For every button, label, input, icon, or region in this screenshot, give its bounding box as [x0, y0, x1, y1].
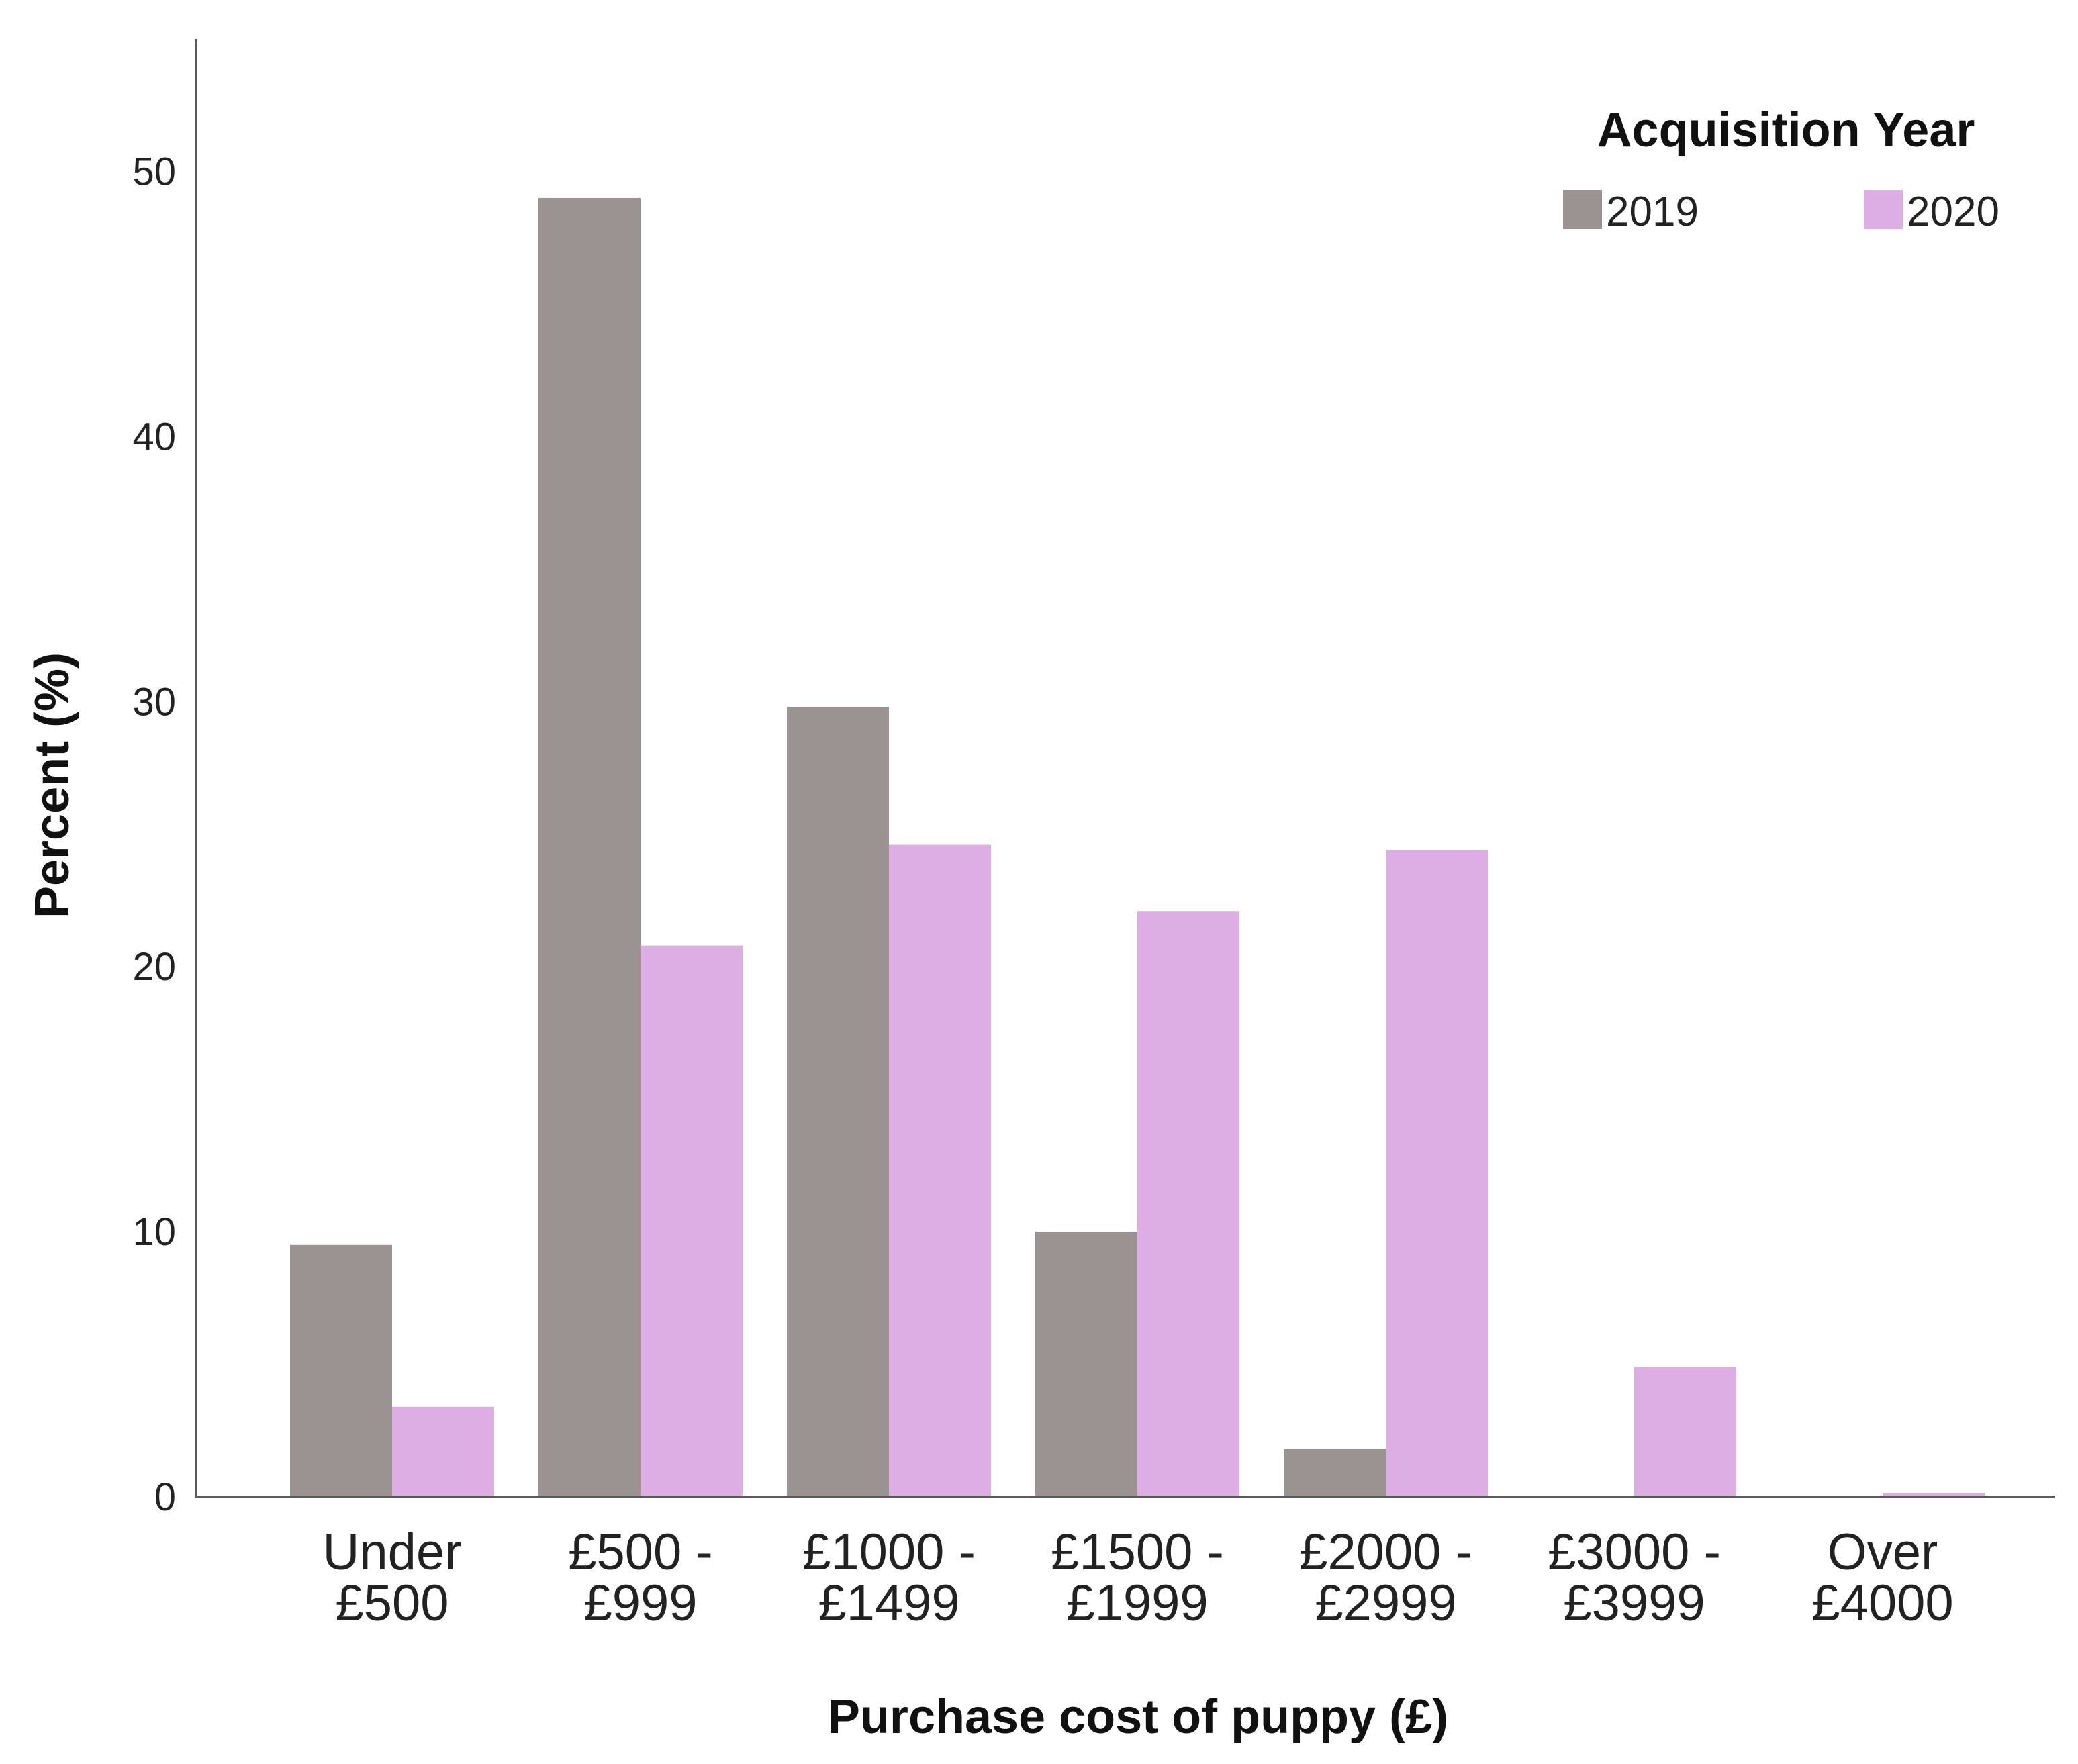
- x-tick-label: £2999: [1315, 1575, 1456, 1632]
- x-tick-label: £4000: [1811, 1575, 1953, 1632]
- x-tick-label: £1499: [818, 1575, 959, 1632]
- x-tick-label: £500 -: [568, 1524, 713, 1581]
- x-tick-label: £1500 -: [1051, 1524, 1224, 1581]
- x-axis-title: Purchase cost of puppy (£): [828, 1690, 1448, 1744]
- legend-swatch-2020: [1864, 190, 1903, 229]
- x-tick-label: £1999: [1066, 1575, 1208, 1632]
- bar-2019-cat-4: [1284, 1449, 1386, 1497]
- bar-2020-cat-5: [1634, 1367, 1736, 1497]
- legend: Acquisition Year 2019 2020: [1563, 103, 1999, 235]
- bar-2020-cat-0: [392, 1406, 494, 1497]
- bar-2020-cat-6: [1883, 1493, 1985, 1497]
- bar-2020-cat-3: [1137, 911, 1239, 1497]
- x-tick-labels: Under£500 £500 -£999 £1000 -£1499 £1500 -£1…: [323, 1524, 1954, 1632]
- y-tick-label: 0: [154, 1475, 176, 1519]
- x-tick-label: £3999: [1563, 1575, 1705, 1632]
- y-tick-label: 50: [132, 150, 176, 193]
- bar-2019-cat-0: [290, 1244, 392, 1497]
- bar-2019-cat-3: [1035, 1232, 1137, 1497]
- x-tick-label: Under: [323, 1524, 462, 1581]
- x-tick-label: £500: [335, 1575, 448, 1632]
- bar-2020-cat-2: [889, 844, 991, 1497]
- x-tick-label: £999: [583, 1575, 697, 1632]
- legend-label-2019: 2019: [1606, 189, 1699, 235]
- legend-label-2020: 2020: [1907, 189, 1999, 235]
- y-tick-label: 40: [132, 415, 176, 458]
- legend-title: Acquisition Year: [1597, 103, 1975, 157]
- bar-2020-cat-4: [1386, 850, 1488, 1497]
- y-tick-label: 30: [132, 680, 176, 724]
- legend-swatch-2019: [1563, 190, 1602, 229]
- bar-2020-cat-1: [641, 945, 743, 1497]
- x-tick-label: £3000 -: [1548, 1524, 1721, 1581]
- x-tick-label: Over: [1828, 1524, 1938, 1581]
- y-tick-label: 10: [132, 1210, 176, 1254]
- bar-2019-cat-2: [787, 707, 889, 1497]
- x-tick-label: £1000 -: [802, 1524, 976, 1581]
- y-axis-title: Percent (%): [26, 652, 79, 918]
- bar-2019-cat-1: [538, 197, 641, 1498]
- y-tick-labels: 0 10 20 30 40 50: [132, 150, 176, 1519]
- bars-layer: [290, 197, 1985, 1498]
- y-tick-label: 20: [132, 945, 176, 989]
- axes-layer: [195, 39, 2055, 1498]
- x-tick-label: £2000 -: [1299, 1524, 1472, 1581]
